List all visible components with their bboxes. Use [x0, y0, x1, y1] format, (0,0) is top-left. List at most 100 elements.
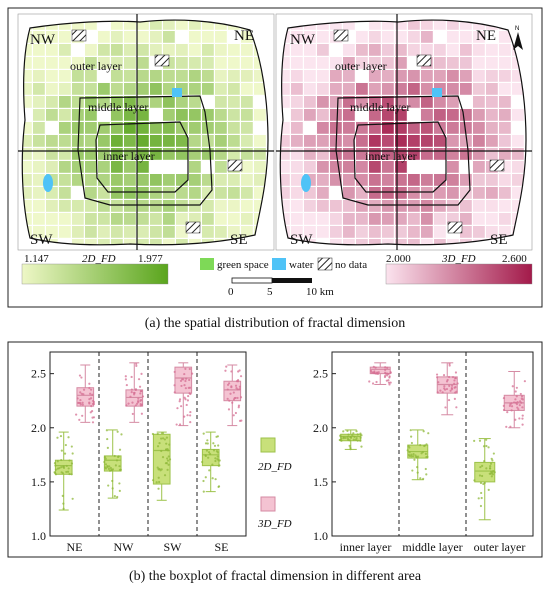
- data-point: [108, 465, 111, 468]
- data-point: [120, 433, 123, 436]
- map-cell: [408, 226, 420, 238]
- data-point: [118, 465, 121, 468]
- map-cell: [241, 122, 253, 134]
- map-cell: [176, 239, 188, 245]
- data-point: [410, 455, 413, 458]
- data-point: [111, 487, 114, 490]
- data-point: [168, 458, 172, 461]
- map-cell: [304, 200, 316, 212]
- map-cell: [434, 122, 446, 134]
- map-cell: [382, 135, 394, 147]
- map-cell: [330, 20, 342, 30]
- map-cell: [228, 200, 240, 212]
- map-cell: [499, 161, 511, 173]
- map-cell: [460, 83, 472, 95]
- data-point: [88, 386, 91, 390]
- map-cell: [382, 174, 394, 186]
- data-point: [131, 401, 134, 404]
- map-cell: [33, 200, 45, 212]
- map-cell: [202, 31, 214, 43]
- map-cell: [85, 44, 97, 56]
- data-point: [389, 371, 392, 374]
- map-cell: [395, 161, 407, 173]
- map-cell: [46, 109, 58, 121]
- map-cell: [189, 213, 201, 225]
- map-cell: [460, 226, 472, 238]
- data-point: [514, 401, 518, 404]
- data-point: [424, 467, 427, 471]
- map-cell: [124, 161, 136, 173]
- map-cell: [486, 122, 498, 134]
- map-cell: [59, 31, 71, 43]
- map-cell: [460, 122, 472, 134]
- map-cell: [202, 83, 214, 95]
- map-cell: [304, 44, 316, 56]
- map-cell: [241, 161, 253, 173]
- map-cell: [343, 135, 355, 147]
- data-point: [109, 466, 112, 470]
- map-2d-fd: [17, 13, 275, 251]
- data-point: [234, 396, 237, 400]
- map-cell: [408, 187, 420, 199]
- data-point: [206, 439, 209, 442]
- map-cell: [499, 44, 511, 56]
- map-cell: [98, 174, 110, 186]
- map-cell: [85, 57, 97, 69]
- map-cell: [434, 174, 446, 186]
- data-point: [129, 395, 132, 398]
- data-point: [422, 430, 425, 433]
- data-point: [518, 404, 521, 407]
- data-point: [213, 444, 217, 447]
- map-cell: [486, 57, 498, 69]
- map-cell: [241, 200, 253, 212]
- map-cell: [382, 31, 394, 43]
- map-cell: [343, 161, 355, 173]
- data-point: [167, 455, 170, 458]
- map-cell: [59, 174, 71, 186]
- data-point: [346, 437, 349, 440]
- data-point: [491, 459, 494, 462]
- data-point: [492, 452, 495, 455]
- data-point: [165, 448, 168, 451]
- data-point: [482, 445, 486, 448]
- data-point: [207, 456, 210, 459]
- map-cell: [473, 148, 485, 160]
- data-point: [231, 401, 234, 404]
- data-point: [421, 451, 424, 454]
- map-cell: [33, 161, 45, 173]
- data-point: [234, 384, 238, 387]
- data-point: [191, 372, 194, 375]
- data-point: [107, 484, 110, 487]
- map-cell: [85, 174, 97, 186]
- map-cell: [473, 161, 485, 173]
- data-point: [412, 452, 415, 456]
- map-cell: [499, 109, 511, 121]
- data-point: [236, 380, 240, 383]
- map-cell: [395, 109, 407, 121]
- map-cell: [421, 31, 433, 43]
- data-point: [489, 462, 493, 465]
- map-cell: [473, 187, 485, 199]
- map-cell: [33, 109, 45, 121]
- data-point: [56, 436, 59, 439]
- map-cell: [395, 187, 407, 199]
- map-cell: [46, 83, 58, 95]
- data-point: [80, 392, 83, 395]
- map-cell: [111, 31, 123, 43]
- data-point: [189, 414, 192, 417]
- map-cell: [137, 20, 149, 30]
- data-point: [453, 397, 456, 400]
- data-point: [166, 457, 169, 460]
- map-cell: [254, 187, 266, 199]
- data-point: [480, 496, 483, 500]
- data-point: [383, 375, 387, 379]
- data-point: [212, 449, 216, 452]
- map-cell: [343, 226, 355, 238]
- data-point: [90, 405, 93, 408]
- map-cell: [85, 20, 97, 30]
- data-point: [180, 384, 183, 388]
- caption-b: (b) the boxplot of fractal dimension in …: [129, 569, 422, 584]
- map-cell: [22, 122, 32, 134]
- map-cell: [343, 96, 355, 108]
- data-point: [419, 444, 422, 447]
